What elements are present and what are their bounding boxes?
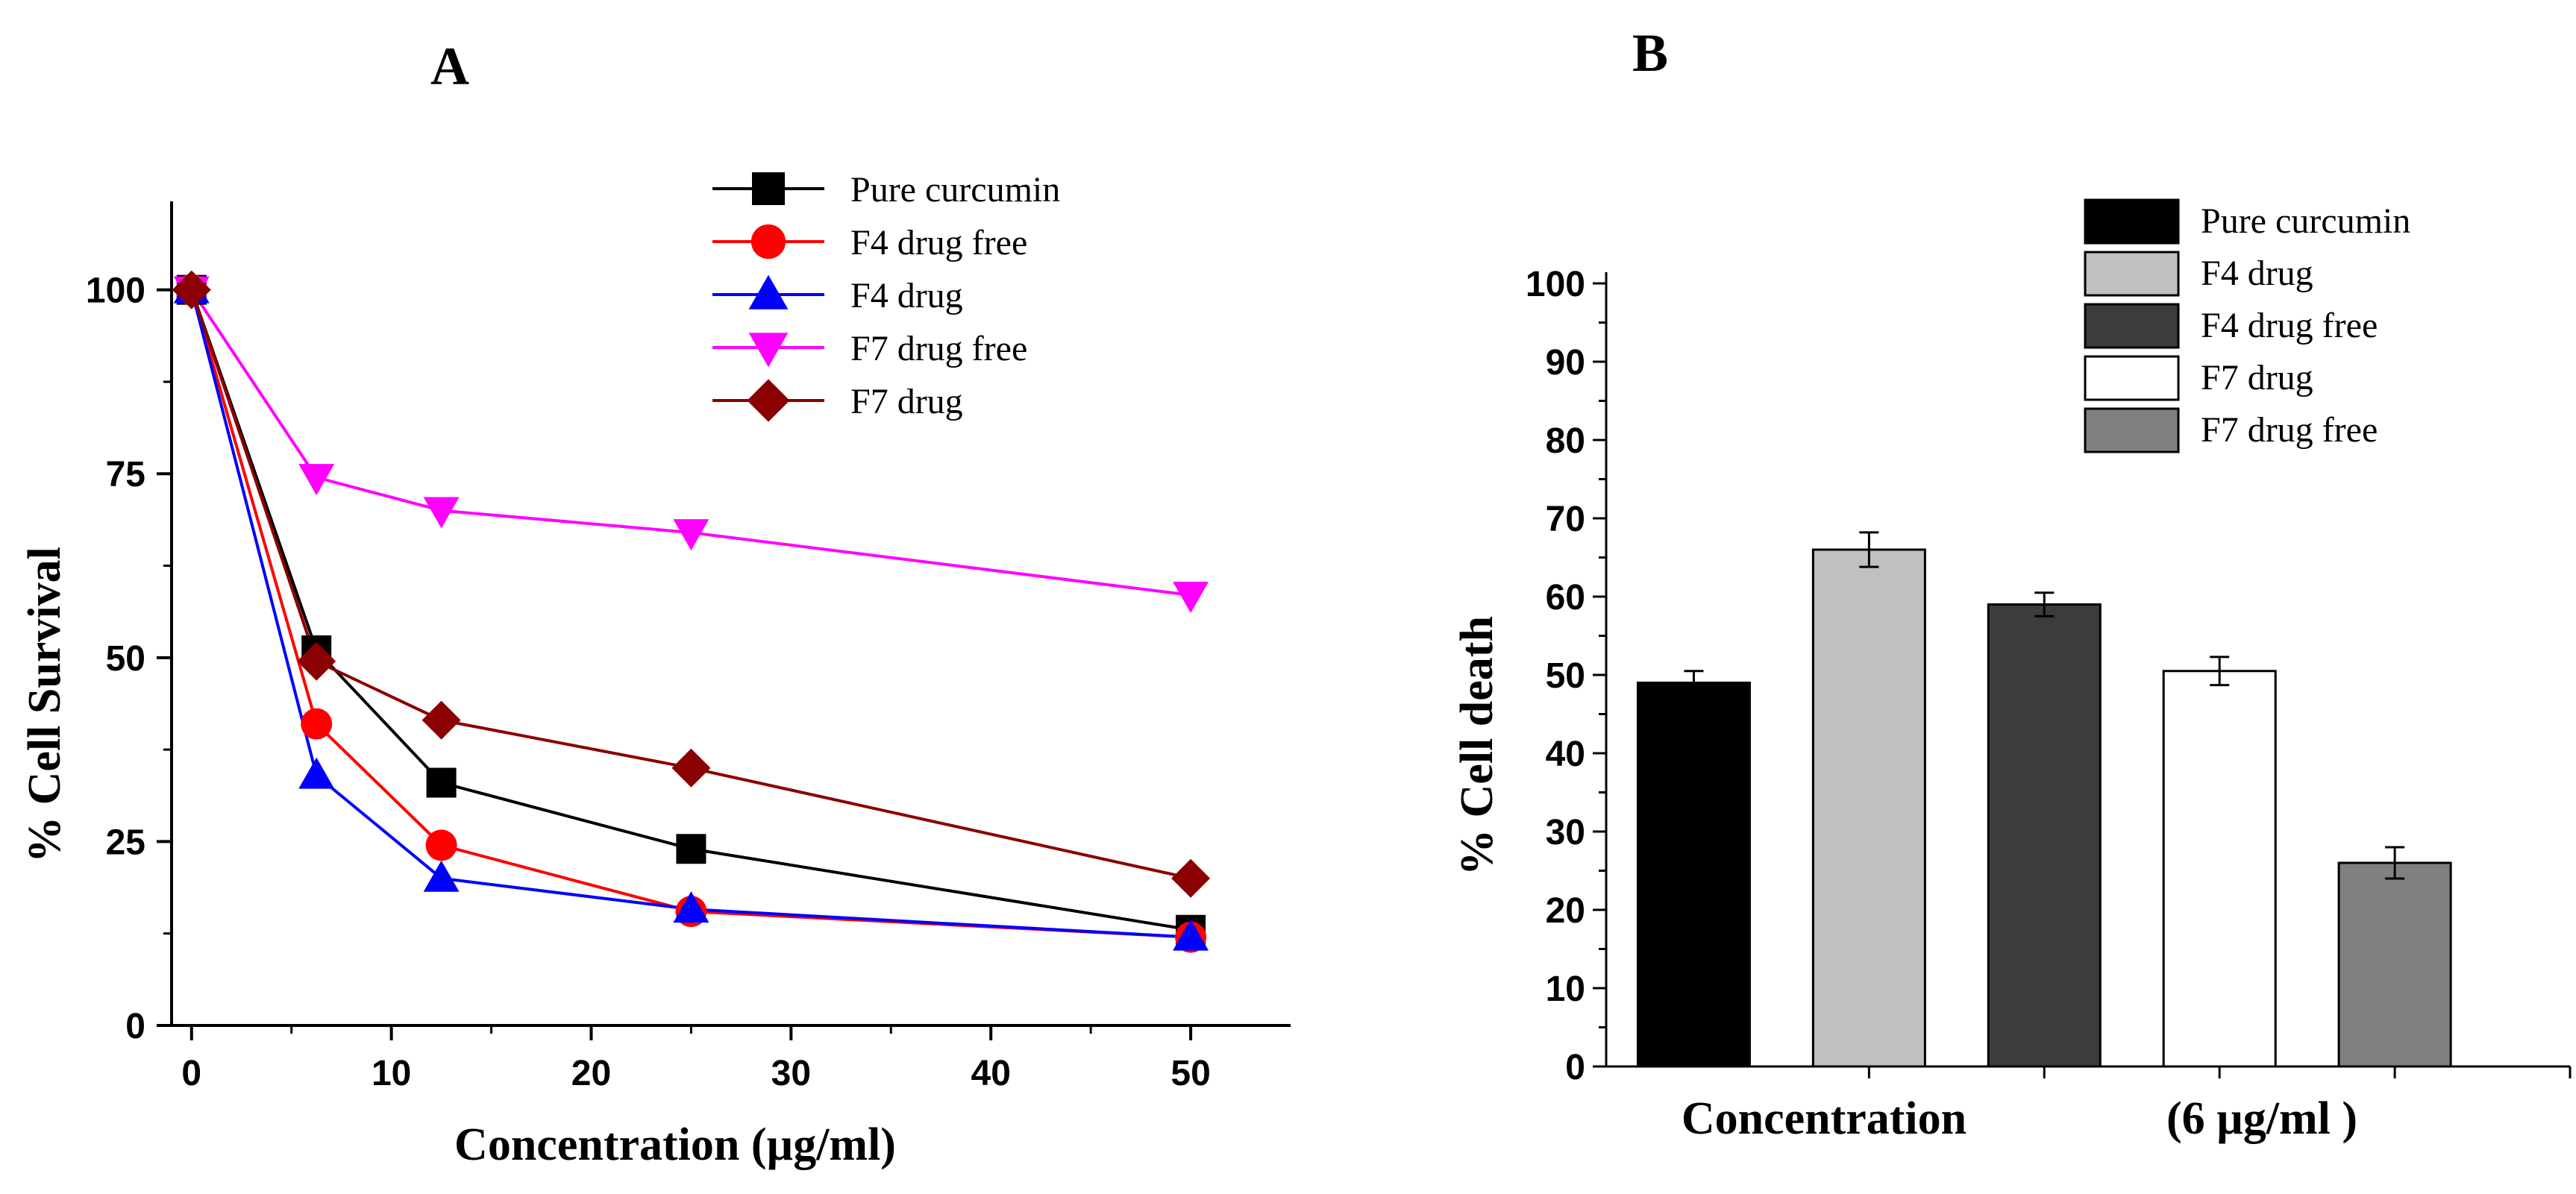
legend-label-f4-drug-free: F4 drug free (850, 223, 1027, 263)
panel-a-title: A (430, 37, 469, 96)
error-bar-f4-drug-free (2034, 591, 2055, 618)
error-bar-pure-curcumin (1684, 670, 1704, 696)
legend-label-f4-drug: F4 drug (850, 276, 963, 315)
data-point-f4-drug (423, 860, 460, 892)
legend-marker-f7-drug (747, 379, 790, 422)
panel-a-x-tick-label: 40 (971, 1054, 1011, 1093)
panel-b-bars (1636, 531, 2452, 1068)
legend-label-f7-drug-free: F7 drug free (850, 329, 1027, 368)
series-line-f7-drug (189, 289, 1191, 880)
panel-a-x-tick-label: 10 (372, 1054, 411, 1093)
legend-label-f7-drug: F7 drug (850, 382, 963, 421)
panel-a-axes: 0 10 20 30 40 50 0 25 50 75 100 (86, 201, 1291, 1093)
panel-b-y-tick-label: 60 (1546, 578, 1585, 618)
bar-f7-drug (2162, 670, 2277, 1068)
data-point-f7-drug (671, 748, 711, 788)
panel-b-y-tick-label: 20 (1546, 891, 1585, 931)
legend-label-pure-curcumin: Pure curcumin (850, 170, 1060, 210)
data-point-f7-drug-free (673, 519, 709, 551)
legend-label-f4-drug: F4 drug (2201, 254, 2313, 293)
panel-b-y-tick-label: 70 (1546, 500, 1585, 539)
data-point-f7-drug (1171, 858, 1211, 898)
legend-marker-pure-curcumin (752, 172, 785, 205)
panel-b-x-axis-label-left: Concentration (1682, 1093, 1967, 1144)
panel-b: B 0 10 20 30 40 50 60 70 80 90 100 Pure curcumin F4… (1452, 23, 2572, 1144)
panel-b-y-axis-label: % Cell death (1452, 616, 1502, 876)
panel-b-y-tick-label: 100 (1526, 265, 1585, 304)
panel-a-x-tick-label: 0 (181, 1054, 201, 1093)
data-point-f4-drug (673, 891, 709, 923)
data-point-pure-curcumin (426, 767, 457, 798)
panel-a-y-tick-label: 0 (125, 1007, 145, 1046)
panel-b-y-tick-label: 30 (1546, 813, 1585, 852)
data-point-f4-drug-free (301, 708, 333, 740)
data-point-f4-drug-free (425, 829, 457, 861)
data-point-f7-drug (422, 700, 461, 740)
panel-a-x-axis-label: Concentration (µg/ml) (454, 1119, 896, 1170)
panel-a-y-tick-label: 100 (86, 271, 145, 311)
panel-b-y-tick-label: 90 (1546, 343, 1585, 383)
data-point-f7-drug-free (1173, 581, 1209, 613)
legend-marker-f7-drug-free (748, 333, 789, 368)
panel-b-y-tick-label: 40 (1546, 735, 1585, 774)
panel-a-y-tick-label: 50 (106, 639, 145, 679)
error-bar-f7-drug (2210, 656, 2230, 687)
data-point-f7-drug (297, 641, 336, 681)
panel-a-y-axis-label: % Cell Survival (19, 547, 70, 863)
legend-label-f7-drug: F7 drug (2201, 358, 2313, 398)
bar-pure-curcumin (1636, 682, 1751, 1068)
bar-f7-drug-free (2337, 861, 2452, 1068)
panel-b-y-tick-label: 50 (1546, 656, 1585, 696)
panel-a-x-tick-label: 30 (771, 1054, 811, 1093)
panel-a-x-tick-label: 50 (1171, 1054, 1210, 1093)
error-bar-f7-drug-free (2385, 846, 2405, 880)
panel-a-legend: Pure curcumin F4 drug free F4 drug F7 drug … (712, 170, 1060, 422)
legend-label-pure-curcumin: Pure curcumin (2201, 201, 2410, 241)
panel-a-x-tick-label: 20 (571, 1054, 611, 1093)
legend-swatch-f4-drug (2084, 251, 2180, 297)
series-line-pure-curcumin (189, 289, 1191, 931)
panel-a-y-tick-label: 25 (106, 823, 145, 862)
error-bar-f4-drug (1859, 531, 1879, 568)
panel-b-title: B (1632, 23, 1668, 83)
data-point-f7-drug (172, 270, 211, 310)
panel-a: A 0 10 20 30 40 50 0 25 50 75 100 Pure curcumin F4 … (19, 37, 1291, 1170)
legend-marker-f4-drug (748, 274, 789, 310)
legend-label-f7-drug-free: F7 drug free (2201, 410, 2378, 450)
panel-a-series (172, 270, 1211, 953)
legend-label-f4-drug-free: F4 drug free (2201, 306, 2378, 345)
legend-swatch-f7-drug-free (2084, 407, 2180, 453)
panel-b-y-tick-label: 0 (1565, 1048, 1585, 1087)
panel-b-legend: Pure curcumin F4 drug F4 drug free F7 drug F… (2084, 198, 2410, 453)
panel-a-y-tick-label: 75 (106, 455, 145, 494)
data-point-f4-drug (298, 757, 335, 789)
legend-swatch-f7-drug (2084, 355, 2180, 401)
legend-marker-f4-drug-free (750, 224, 786, 260)
bar-f4-drug (1811, 548, 1926, 1068)
data-point-f7-drug-free (423, 497, 460, 529)
data-point-f4-drug (1173, 919, 1209, 951)
panel-b-y-tick-label: 80 (1546, 421, 1585, 461)
legend-swatch-pure-curcumin (2084, 198, 2180, 245)
data-point-f7-drug-free (298, 464, 335, 496)
data-point-pure-curcumin (676, 834, 706, 864)
panel-b-x-axis-label-right: (6 µg/ml ) (2166, 1093, 2357, 1144)
legend-swatch-f4-drug-free (2084, 303, 2180, 349)
bar-f4-drug-free (1987, 603, 2102, 1068)
panel-b-y-tick-label: 10 (1546, 970, 1585, 1009)
